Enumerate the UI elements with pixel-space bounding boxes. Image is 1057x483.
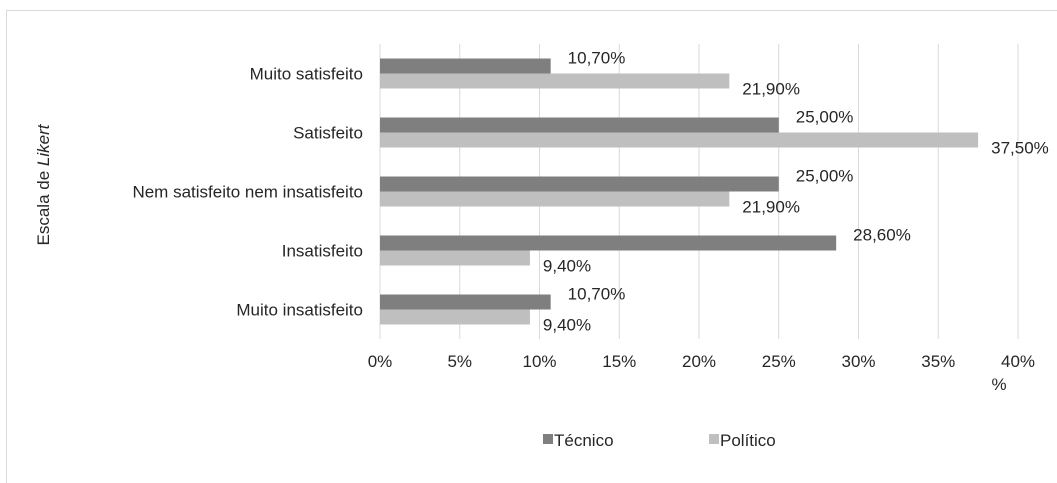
legend-label: Político: [720, 431, 776, 450]
bar-tecnico: [380, 58, 551, 74]
legend: Técnico Político: [543, 431, 776, 450]
legend-label: Técnico: [554, 431, 614, 450]
data-label: 21,90%: [742, 198, 800, 217]
bar-politico: [380, 309, 530, 325]
category-label: Satisfeito: [293, 124, 363, 143]
x-tick-label: 25%: [762, 352, 796, 371]
x-tick-label: 35%: [921, 352, 955, 371]
data-label: 10,70%: [568, 49, 626, 68]
bar-politico: [380, 132, 979, 148]
bars: [380, 58, 979, 325]
data-label: 25,00%: [796, 167, 854, 186]
data-label: 28,60%: [853, 226, 911, 245]
data-label: 9,40%: [543, 316, 591, 335]
category-label: Muito satisfeito: [250, 65, 363, 84]
x-tick-label: 0%: [368, 352, 393, 371]
x-tick-overflow: %: [991, 375, 1006, 394]
data-label: 10,70%: [568, 285, 626, 304]
data-label: 25,00%: [796, 108, 854, 127]
legend-swatch: [543, 434, 553, 444]
category-labels: Muito satisfeito Satisfeito Nem satisfeito…: [132, 65, 363, 320]
bar-tecnico: [380, 117, 779, 133]
category-label: Nem satisfeito nem insatisfeito: [132, 183, 363, 202]
data-labels: 10,70% 21,90% 25,00% 37,50% 25,00% 21,90% 28,6…: [543, 49, 1049, 335]
bar-politico: [380, 191, 730, 207]
x-tick-label: 10%: [522, 352, 556, 371]
legend-swatch: [709, 434, 719, 444]
data-label: 9,40%: [543, 257, 591, 276]
x-tick-label: 30%: [841, 352, 875, 371]
x-tick-label: 20%: [682, 352, 716, 371]
category-label: Insatisfeito: [282, 242, 363, 261]
bar-politico: [380, 73, 730, 89]
bar-tecnico: [380, 176, 779, 192]
x-tick-labels: 0% 5% 10% 15% 20% 25% 30% 35% 40%: [368, 352, 1035, 371]
y-axis-label: Escala de Likert: [34, 123, 53, 245]
category-label: Muito insatisfeito: [236, 301, 363, 320]
bar-tecnico: [380, 294, 551, 310]
data-label: 21,90%: [742, 80, 800, 99]
bar-politico: [380, 250, 530, 266]
data-label: 37,50%: [991, 139, 1049, 158]
x-tick-label: 5%: [447, 352, 472, 371]
y-axis-label-prefix: Escala de: [34, 166, 53, 245]
y-axis-label-emphasis: Likert: [34, 123, 53, 166]
x-tick-label: 15%: [602, 352, 636, 371]
bar-tecnico: [380, 235, 837, 251]
chart-frame: [6, 10, 1057, 483]
x-tick-label: 40%: [1001, 352, 1035, 371]
